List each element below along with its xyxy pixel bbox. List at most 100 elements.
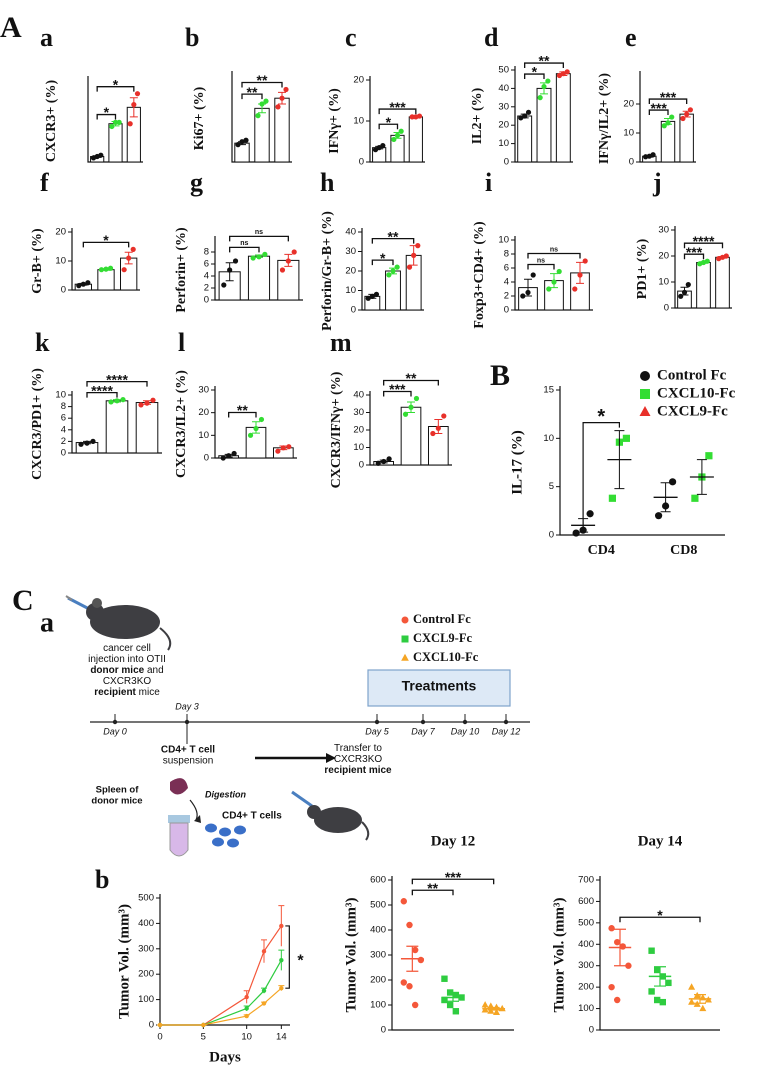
data-point [394,264,400,270]
significance-label: * [657,907,663,923]
data-point [406,264,413,270]
significance-label: * [113,76,119,92]
data-point [244,994,249,1000]
y-tick-label: 300 [370,950,386,961]
significance-bracket [411,889,454,896]
data-point [487,1007,495,1014]
data-point [541,83,547,90]
data-point [126,255,132,261]
y-tick-label: 200 [370,975,386,986]
data-point [622,434,630,442]
data-point [522,113,528,119]
annotation: * [297,952,304,969]
data-point [537,95,543,101]
data-point [669,114,675,120]
x-tick-label: CD8 [670,543,697,558]
timeline-dot [420,719,426,725]
data-point [275,448,281,454]
significance-bracket [619,916,701,923]
data-point [373,291,380,297]
significance-bracket [86,391,118,398]
y-tick-label: 30 [345,246,356,257]
y-axis-label: IL-17 (%) [509,430,525,495]
data-point [723,253,729,259]
data-point [239,139,245,145]
panel-label: m [330,328,352,357]
y-axis-label: CXCR3/IL2+ (%) [174,370,189,478]
y-tick-label: 40 [498,83,509,94]
panel-label: b [185,23,199,52]
data-point [409,114,415,120]
data-point [655,512,663,520]
data-point [380,143,386,149]
data-point [381,458,387,465]
y-tick-label: 200 [578,982,594,993]
significance-label: ns [240,240,248,247]
significance-bracket [378,108,417,115]
data-point [365,295,371,301]
data-point [659,998,666,1006]
panel-label: h [320,168,335,197]
data-point [256,254,262,260]
data-point [244,1006,249,1011]
data-point [280,445,286,451]
data-point [608,925,615,932]
significance-label: *** [660,89,677,105]
error-bar [654,966,666,987]
significance-bracket [371,238,415,244]
data-point [80,281,86,287]
y-tick-label: 0 [204,295,209,306]
data-point [685,282,691,288]
significance-bracket [241,81,283,88]
y-tick-label: 200 [138,969,154,980]
data-point [226,453,232,459]
data-point [394,132,401,138]
significance-label: * [532,64,538,80]
error-bar [614,430,625,490]
section-label: C [12,584,34,617]
data-point [279,958,284,963]
data-point [108,399,114,405]
y-tick-label: 30 [498,101,509,112]
significance-label: *** [686,244,703,260]
data-point [134,91,141,97]
data-point [608,494,616,502]
data-point [235,142,241,148]
data-point [375,460,381,466]
data-point [90,438,96,444]
y-axis-label: Perforin+ (%) [174,227,189,313]
text-segment: recipient [94,687,136,698]
data-point [572,529,580,537]
data-point [446,1001,454,1009]
y-tick-label: 10 [543,433,554,444]
y-axis-label: Ki67+ (%) [192,86,207,150]
data-point [452,1008,460,1015]
data-point [109,123,115,130]
data-point [625,962,632,969]
data-point [261,949,267,954]
y-tick-label: 20 [498,120,509,131]
data-point [291,249,297,255]
y-tick-label: 0 [504,305,509,316]
significance-bracket [86,380,148,387]
y-tick-label: 300 [578,960,594,971]
data-point [221,282,227,288]
data-point [415,243,421,249]
legend-label: Control Fc [413,612,471,626]
schematic-text: Spleen of [96,785,140,796]
y-axis-label: Foxp3+CD4+ (%) [472,221,487,329]
x-tick-label: 14 [276,1032,287,1043]
y-tick-label: 6 [204,259,209,270]
data-point [144,400,150,406]
bar [247,255,271,301]
data-point [614,996,621,1004]
significance-bracket [582,422,620,533]
y-tick-label: 100 [578,1003,594,1014]
legend-label: Control Fc [657,367,727,383]
data-point [441,996,448,1004]
y-tick-label: 0 [589,1025,594,1036]
bar [408,116,423,163]
legend-label: CXCL9-Fc [413,631,472,645]
significance-bracket [648,98,688,105]
error-bar [447,993,459,1002]
